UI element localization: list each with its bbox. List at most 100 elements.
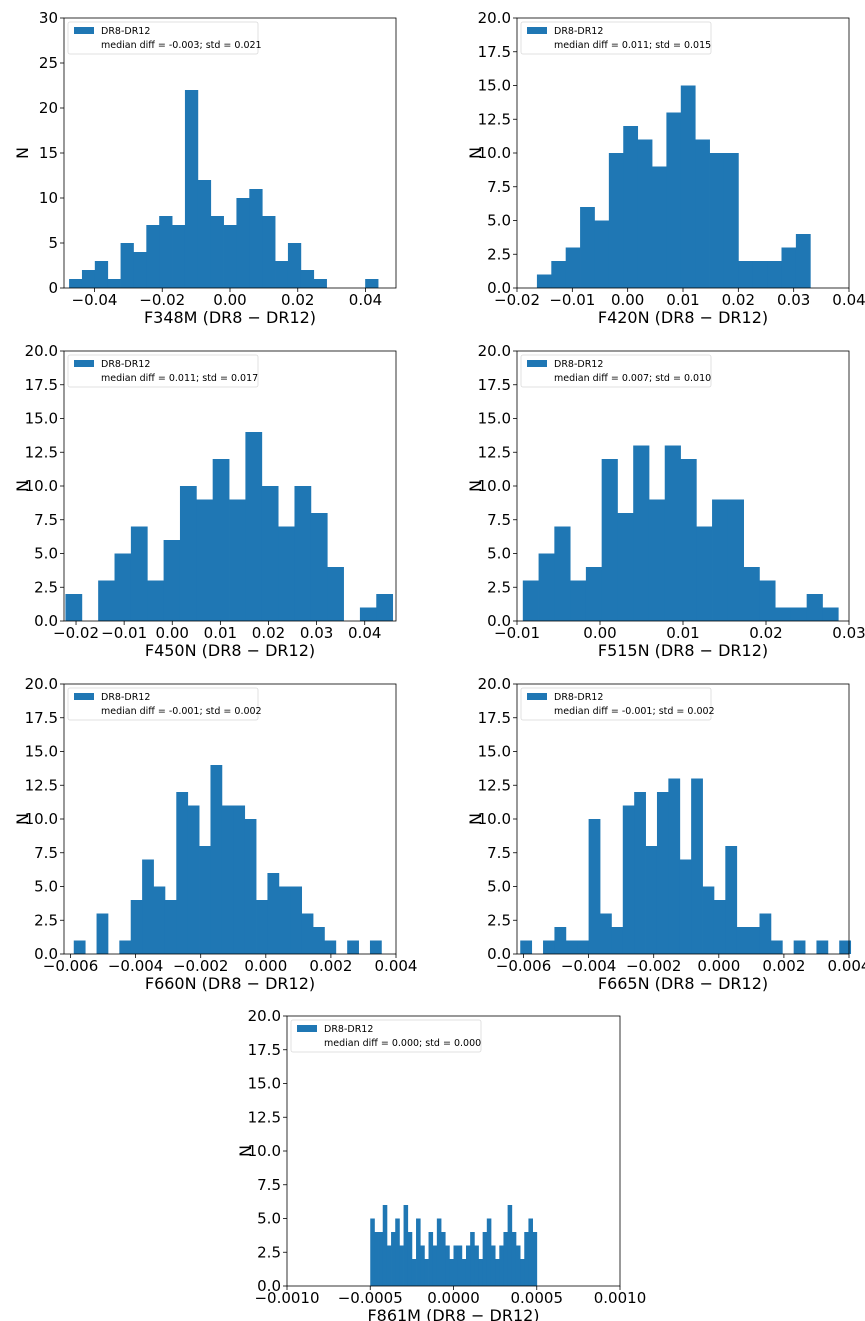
histogram-bar [119,940,132,954]
histogram-bar [648,499,666,621]
histogram-bar [245,432,263,621]
legend-swatch [74,693,94,700]
histogram-bar [623,126,639,288]
histogram-bar [806,594,823,621]
legend-entry-label: DR8-DR12 [101,26,150,37]
histogram-panel-6: −0.006 −0.004 −0.002 0.000 0.002 0.004 0.0 2.5 5… [466,675,865,993]
y-axis-label: N [236,1145,255,1157]
histogram-bar [130,526,148,621]
legend-entry-label: DR8-DR12 [324,1024,373,1035]
y-tick-label: 5.0 [487,545,511,563]
histogram-bar [221,805,234,954]
legend-swatch [527,360,547,367]
histogram-bar [543,940,555,954]
histogram-bar [507,1205,513,1286]
histogram-bar [301,913,314,954]
histogram-bar [347,940,359,954]
legend-stats-annotation: median diff = 0.011; std = 0.017 [101,373,258,384]
histogram-bar [709,153,725,288]
histogram-bar [94,261,109,288]
histogram-bar [275,261,289,288]
y-tick-label: 17.5 [25,376,58,394]
y-tick-label: 2.5 [257,1243,281,1261]
histogram-bar [522,580,539,621]
y-tick-label: 2.5 [487,578,511,596]
histogram-bar [461,1259,467,1286]
histogram-bar [407,1232,413,1286]
histogram-bar [310,513,328,621]
y-axis-label: N [466,813,485,825]
x-axis-label: F660N (DR8 − DR12) [145,974,315,993]
histogram-panel-5: −0.006 −0.004 −0.002 0.000 0.002 0.004 0.0 2.5 5… [13,675,417,993]
histogram-bar [327,567,344,621]
y-tick-label: 15.0 [478,77,511,95]
histogram-bar [313,279,327,288]
histogram-bar [233,805,246,954]
histogram-bar [470,1232,475,1286]
x-tick-label: −0.0010 [254,1289,319,1307]
histogram-bar [554,927,567,954]
x-tick-label: −0.02 [494,291,540,309]
x-tick-label: −0.006 [43,957,99,975]
histogram-bar [532,1232,538,1286]
histogram-bar [795,234,811,288]
y-tick-label: 17.5 [478,376,511,394]
histogram-bar [822,607,839,621]
histogram-panel-1: −0.04 −0.02 0.00 0.02 0.04 0 5 10 15 20 25 30 F348M … [13,9,397,327]
y-axis-label: N [13,813,32,825]
histogram-panel-3: −0.02 −0.01 0.00 0.01 0.02 0.03 0.04 0.0 2.5 5.0 7… [13,342,397,660]
histogram-bar [436,1218,442,1286]
histogram-bar [759,913,772,954]
y-tick-label: 12.5 [478,110,511,128]
x-tick-label: 0.00 [156,624,189,642]
y-tick-label: 2.5 [34,911,58,929]
x-tick-label: 0.02 [252,624,285,642]
histogram-bar [229,499,246,621]
y-tick-label: 5 [48,234,58,252]
x-tick-label: −0.01 [494,624,540,642]
histogram-bar [474,1245,479,1286]
legend-box [67,354,259,388]
y-tick-label: 10.0 [478,477,511,495]
y-axis-label: N [466,147,485,159]
histogram-bar [428,1232,434,1286]
histogram-bar [386,1245,392,1286]
legend: DR8-DR12 median diff = 0.000; std = 0.000 [290,1019,482,1053]
histogram-bar [495,1259,500,1286]
y-tick-label: 10.0 [478,810,511,828]
legend: DR8-DR12 median diff = 0.011; std = 0.017 [67,354,259,388]
x-tick-label: −0.004 [561,957,617,975]
histogram-bar [577,940,590,954]
histogram-bar [453,1245,459,1286]
histogram-bar [713,900,726,954]
y-tick-label: 17.5 [478,709,511,727]
histogram-bar [565,940,578,954]
legend: DR8-DR12 median diff = -0.003; std = 0.02… [67,21,262,55]
x-tick-label: 0.00 [583,624,616,642]
histogram-bar [210,765,223,954]
histogram-bar [416,1218,421,1286]
histogram-bar [449,1259,454,1286]
y-tick-label: 20.0 [478,675,511,693]
histogram-bar [478,1259,484,1286]
histogram-bar [324,940,337,954]
histogram-bar [524,1232,529,1286]
histogram-bar [278,526,295,621]
histogram-bar [680,459,697,621]
histogram-bar [695,139,710,288]
y-tick-label: 5.0 [257,1210,281,1228]
histogram-bar [622,805,635,954]
legend-entry-label: DR8-DR12 [554,359,603,370]
x-tick-label: 0.02 [749,624,782,642]
histogram-bar [668,778,681,954]
histogram-bar [159,216,173,288]
histogram-bar [153,886,166,954]
y-tick-label: 7.5 [487,844,511,862]
histogram-bar [679,859,692,954]
histogram-bar [528,1218,533,1286]
y-tick-label: 20.0 [478,342,511,360]
y-tick-label: 10.0 [25,810,58,828]
histogram-bar [520,1259,525,1286]
x-tick-label: 0.01 [666,624,699,642]
histogram-bar [369,940,382,954]
